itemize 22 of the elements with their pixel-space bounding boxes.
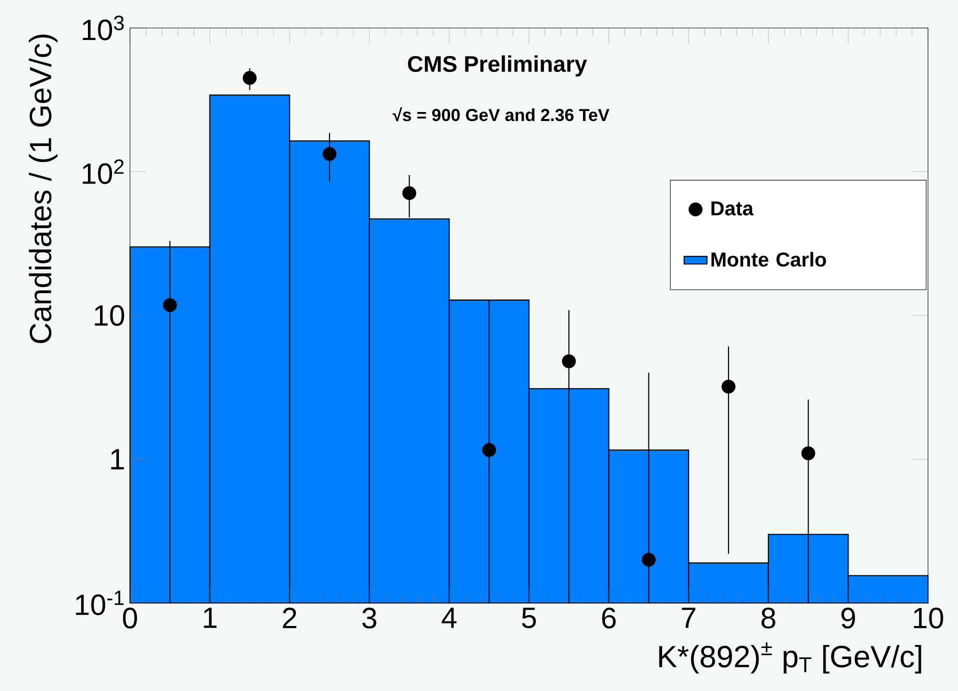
y-axis-title: Candidates / (1 GeV/c): [28, 34, 58, 344]
legend-label: Monte Carlo: [711, 252, 826, 267]
x-tick-label: 4: [442, 608, 456, 628]
legend-label: Data: [711, 202, 754, 216]
x-tick-label: 3: [362, 608, 376, 628]
x-tick-label: 1: [204, 608, 217, 628]
x-tick-label: 10: [914, 608, 944, 628]
y-tick-label: 10: [94, 305, 124, 326]
x-tick-label: 2: [282, 608, 296, 628]
x-tick-label: 8: [762, 608, 776, 628]
x-tick-label: 7: [682, 608, 696, 628]
x-tick-label: 0: [122, 608, 138, 628]
text: CMS Preliminary: [408, 55, 588, 76]
x-tick-label: 5: [522, 608, 536, 628]
y-tick-label: 1: [111, 449, 124, 470]
x-tick-label: 6: [602, 608, 616, 628]
y-tick-label: 10$^{2}$: [82, 159, 124, 184]
y-tick-label: 10$^{-1}$: [76, 590, 124, 616]
x-tick-label: 9: [841, 608, 855, 628]
text: √s = 900 GeV and 2.36 TeV: [392, 107, 610, 122]
x-axis-title: K*(892)$^{±}$ p$_{T}$ [GeV/c]: [659, 642, 922, 674]
y-tick-label: 10$^{3}$: [82, 16, 124, 40]
